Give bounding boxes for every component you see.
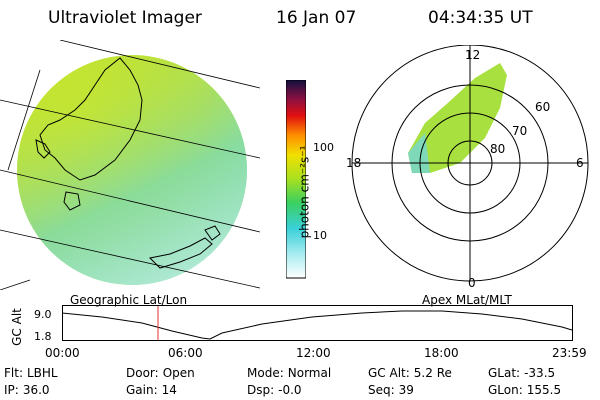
glon-field: GLon: 155.5 bbox=[488, 383, 561, 397]
altitude-ylabel: GC Alt bbox=[9, 308, 24, 346]
gain-label: Gain: bbox=[126, 383, 158, 397]
lat-label-70: 70 bbox=[512, 124, 527, 138]
gc-alt-value: 5.2 Re bbox=[413, 366, 452, 380]
seq-value: 39 bbox=[398, 383, 414, 397]
colorbar bbox=[286, 80, 306, 279]
mode-field: Mode: Normal bbox=[247, 366, 331, 380]
mlt-label-6: 6 bbox=[576, 156, 584, 170]
gc-alt-field: GC Alt: 5.2 Re bbox=[368, 366, 452, 380]
polar-plot: 12 18 6 0 60 70 80 bbox=[346, 45, 589, 290]
time-tick-0000: 00:00 bbox=[45, 346, 80, 360]
altitude-ytick-min: 1.8 bbox=[34, 330, 52, 343]
glat-label: GLat: bbox=[488, 366, 521, 380]
mlt-label-18: 18 bbox=[346, 156, 361, 170]
coastlines bbox=[35, 57, 221, 269]
mode-value: Normal bbox=[287, 366, 332, 380]
mode-label: Mode: bbox=[247, 366, 284, 380]
mlt-label-12: 12 bbox=[465, 48, 480, 62]
seq-label: Seq: bbox=[368, 383, 395, 397]
time-tick-1800: 18:00 bbox=[424, 346, 459, 360]
dsp-field: Dsp: -0.0 bbox=[247, 383, 302, 397]
gain-value: 14 bbox=[161, 383, 177, 397]
seq-field: Seq: 39 bbox=[368, 383, 414, 397]
dsp-value: -0.0 bbox=[278, 383, 302, 397]
ip-label: IP: bbox=[4, 383, 19, 397]
instrument-title: Ultraviolet Imager bbox=[48, 8, 202, 28]
time-label: 04:34:35 UT bbox=[428, 8, 533, 28]
colorbar-unit-label: photon cm⁻²s⁻¹ bbox=[297, 145, 312, 239]
door-value: Open bbox=[162, 366, 195, 380]
colorbar-tick-100: 100 bbox=[313, 141, 334, 154]
time-tick-1200: 12:00 bbox=[296, 346, 331, 360]
glat-field: GLat: -33.5 bbox=[488, 366, 555, 380]
door-label: Door: bbox=[126, 366, 159, 380]
mlt-label-0: 0 bbox=[468, 276, 476, 290]
gc-alt-label: GC Alt: bbox=[368, 366, 410, 380]
glon-value: 155.5 bbox=[526, 383, 562, 397]
geographic-map bbox=[0, 40, 260, 290]
auroral-emission-patch bbox=[408, 63, 507, 173]
altitude-plot bbox=[62, 305, 573, 341]
filter-value: LBHL bbox=[26, 366, 58, 380]
lat-label-60: 60 bbox=[535, 100, 550, 114]
time-tick-2359: 23:59 bbox=[552, 346, 587, 360]
filter-field: Flt: LBHL bbox=[4, 366, 58, 380]
date-label: 16 Jan 07 bbox=[276, 8, 357, 28]
map-label: Geographic Lat/Lon bbox=[70, 293, 188, 307]
altitude-curve bbox=[62, 310, 573, 340]
ip-field: IP: 36.0 bbox=[4, 383, 50, 397]
door-field: Door: Open bbox=[126, 366, 195, 380]
glat-value: -33.5 bbox=[524, 366, 556, 380]
latlon-grid bbox=[0, 40, 260, 290]
colorbar-tick-10: 10 bbox=[313, 229, 327, 242]
uv-emission-disk bbox=[17, 55, 247, 285]
altitude-ytick-max: 9.0 bbox=[34, 308, 52, 321]
polar-label: Apex MLat/MLT bbox=[422, 293, 512, 307]
glon-label: GLon: bbox=[488, 383, 523, 397]
lat-label-80: 80 bbox=[490, 142, 505, 156]
time-tick-0600: 06:00 bbox=[168, 346, 203, 360]
gain-field: Gain: 14 bbox=[126, 383, 177, 397]
filter-label: Flt: bbox=[4, 366, 23, 380]
polar-grid bbox=[351, 45, 589, 282]
dsp-label: Dsp: bbox=[247, 383, 275, 397]
ip-value: 36.0 bbox=[22, 383, 50, 397]
